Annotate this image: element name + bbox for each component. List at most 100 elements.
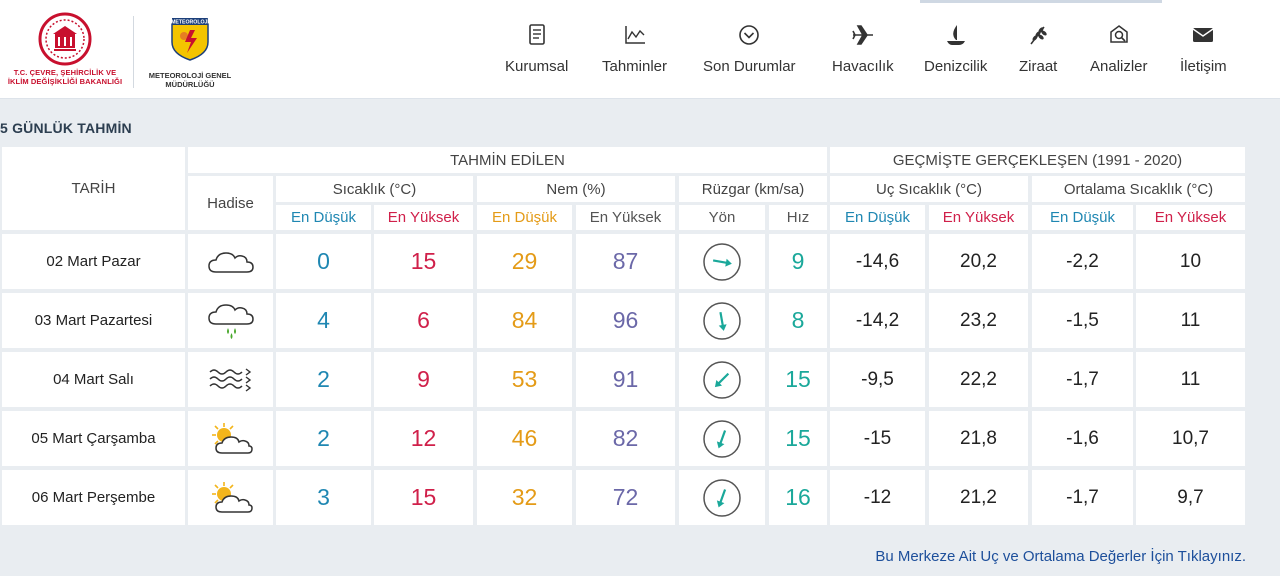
wind-direction (679, 470, 765, 525)
envelope-icon (1192, 28, 1214, 42)
extreme-values-link[interactable]: Bu Merkeze Ait Uç ve Ortalama Değerler İ… (875, 548, 1246, 565)
humidity-min: 46 (477, 411, 572, 466)
nav-label: Tahminler (602, 58, 668, 75)
nav-denizcilik[interactable]: Denizcilik (924, 22, 987, 82)
extreme-max: 21,2 (929, 470, 1028, 525)
ministry-name: T.C. ÇEVRE, ŞEHİRCİLİK VE İKLİM DEĞİŞİKL… (7, 68, 123, 86)
nav-analizler[interactable]: Analizler (1090, 22, 1148, 82)
humidity-max: 72 (576, 470, 675, 525)
extreme-max: 21,8 (929, 411, 1028, 466)
header-uc-en-yuksek: En Yüksek (929, 205, 1028, 230)
temp-max: 12 (374, 411, 473, 466)
header-gecmiste: GEÇMİŞTE GERÇEKLEŞEN (1991 - 2020) (830, 147, 1245, 173)
header-sicaklik: Sıcaklık (°C) (276, 176, 473, 202)
nav-kurumsal[interactable]: Kurumsal (505, 22, 568, 82)
mgm-logo[interactable]: METEOROLOJİ METEOROLOJİ GENEL MÜDÜRLÜĞÜ (148, 16, 232, 92)
average-min: -1,7 (1032, 352, 1133, 407)
humidity-min: 32 (477, 470, 572, 525)
weather-cell (188, 411, 273, 466)
extreme-min: -12 (830, 470, 925, 525)
header-ortalama-sicaklik: Ortalama Sıcaklık (°C) (1032, 176, 1245, 202)
header-nem-en-yuksek: En Yüksek (576, 205, 675, 230)
wheat-icon (1030, 26, 1047, 45)
humidity-max: 87 (576, 234, 675, 289)
partly-cloudy-icon (211, 422, 253, 454)
row-date: 06 Mart Perşembe (2, 470, 185, 525)
average-min: -1,7 (1032, 470, 1133, 525)
analysis-icon (1110, 25, 1128, 43)
header-uc-en-dusuk: En Düşük (830, 205, 925, 230)
header-tarih: TARİH (2, 147, 185, 230)
header-nem: Nem (%) (477, 176, 675, 202)
document-icon (528, 24, 545, 45)
weather-cell (188, 470, 273, 525)
humidity-max: 82 (576, 411, 675, 466)
wind-speed: 8 (769, 293, 827, 348)
humidity-min: 84 (477, 293, 572, 348)
nav-havacilik[interactable]: Havacılık (832, 22, 894, 82)
header-sicaklik-en-dusuk: En Düşük (276, 205, 371, 230)
extreme-max: 20,2 (929, 234, 1028, 289)
site-header: T.C. ÇEVRE, ŞEHİRCİLİK VE İKLİM DEĞİŞİKL… (0, 0, 1280, 99)
extreme-min: -9,5 (830, 352, 925, 407)
average-min: -1,5 (1032, 293, 1133, 348)
humidity-min: 53 (477, 352, 572, 407)
extreme-max: 22,2 (929, 352, 1028, 407)
extreme-max: 23,2 (929, 293, 1028, 348)
header-hiz: Hız (769, 205, 827, 230)
average-max: 11 (1136, 352, 1245, 407)
wind-speed: 9 (769, 234, 827, 289)
wind-arrow-icon (703, 478, 741, 517)
airplane-icon (852, 25, 873, 45)
weather-cell (188, 352, 273, 407)
ministry-logo[interactable]: T.C. ÇEVRE, ŞEHİRCİLİK VE İKLİM DEĞİŞİKL… (6, 12, 124, 92)
header-ort-en-dusuk: En Düşük (1032, 205, 1133, 230)
weather-cell (188, 234, 273, 289)
average-max: 9,7 (1136, 470, 1245, 525)
cloud-icon (207, 251, 254, 273)
temp-min: 2 (276, 352, 371, 407)
temp-min: 0 (276, 234, 371, 289)
logo-divider (133, 16, 134, 88)
wind-speed: 15 (769, 352, 827, 407)
humidity-max: 91 (576, 352, 675, 407)
header-ruzgar: Rüzgar (km/sa) (679, 176, 827, 202)
header-tahmin-edilen: TAHMİN EDİLEN (188, 147, 827, 173)
temp-min: 2 (276, 411, 371, 466)
nav-tahminler[interactable]: Tahminler (602, 22, 667, 82)
section-title: 5 GÜNLÜK TAHMİN (0, 120, 132, 136)
header-sicaklik-en-yuksek: En Yüksek (374, 205, 473, 230)
nav-iletisim[interactable]: İletişim (1180, 22, 1227, 82)
nav-ziraat[interactable]: Ziraat (1019, 22, 1057, 82)
wind-speed: 15 (769, 411, 827, 466)
average-min: -2,2 (1032, 234, 1133, 289)
nav-label: Ziraat (1019, 58, 1058, 75)
nav-son-durumlar[interactable]: Son Durumlar (703, 22, 796, 82)
temp-max: 15 (374, 470, 473, 525)
header-nem-en-dusuk: En Düşük (477, 205, 572, 230)
nav-label: Kurumsal (505, 58, 569, 75)
wind-direction (679, 352, 765, 407)
wind-direction (679, 293, 765, 348)
humidity-max: 96 (576, 293, 675, 348)
wind-direction (679, 411, 765, 466)
header-yon: Yön (679, 205, 765, 230)
header-uc-sicaklik: Uç Sıcaklık (°C) (830, 176, 1028, 202)
nav-label: Son Durumlar (703, 58, 796, 75)
row-date: 05 Mart Çarşamba (2, 411, 185, 466)
extreme-min: -14,2 (830, 293, 925, 348)
wind-arrow-icon (703, 301, 741, 340)
header-hadise: Hadise (188, 176, 273, 230)
temp-min: 3 (276, 470, 371, 525)
row-date: 02 Mart Pazar (2, 234, 185, 289)
nav-label: İletişim (1180, 58, 1227, 75)
average-max: 10,7 (1136, 411, 1245, 466)
temp-min: 4 (276, 293, 371, 348)
wind-arrow-icon (703, 360, 741, 399)
mgm-shield-text: METEOROLOJİ (171, 19, 209, 26)
wind-arrow-icon (703, 242, 741, 281)
wind-waves-icon (208, 367, 251, 392)
partly-cloudy-icon (211, 481, 253, 513)
header-ort-en-yuksek: En Yüksek (1136, 205, 1245, 230)
ministry-seal-icon (38, 12, 92, 66)
